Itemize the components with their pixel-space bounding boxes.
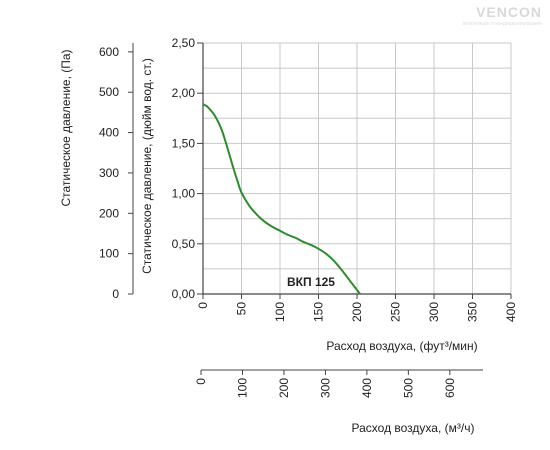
x2-tick-label: 400 bbox=[360, 378, 374, 398]
y-tick-label: 0,00 bbox=[172, 287, 196, 301]
y2-tick-label: 100 bbox=[99, 247, 119, 261]
y-tick-label: 2,00 bbox=[172, 86, 196, 100]
logo-text: VENCON bbox=[476, 4, 542, 20]
series-line-vkp-125 bbox=[202, 103, 361, 295]
x-tick-label: 100 bbox=[273, 302, 287, 322]
x2-tick-label: 500 bbox=[401, 378, 415, 398]
curve-layer bbox=[202, 103, 361, 295]
x-tick-label: 350 bbox=[466, 302, 480, 322]
y-tick-label: 2,50 bbox=[172, 36, 196, 50]
x-axis-label: Расход воздуха, (фут³/мин) bbox=[326, 339, 477, 353]
grid-lines bbox=[203, 42, 512, 294]
x-tick-label: 250 bbox=[389, 302, 403, 322]
y2-tick-label: 200 bbox=[99, 206, 119, 220]
y-tick-label: 1,50 bbox=[172, 136, 196, 150]
y2-tick-label: 300 bbox=[99, 166, 119, 180]
y-axis-label: Статическое давление, (дюйм вод. ст.) bbox=[140, 58, 154, 274]
tick-labels: 0,00 0,50 1,00 1,50 2,00 2,50 0 50 100 150 200 250 3… bbox=[99, 36, 518, 398]
x2-tick-label: 300 bbox=[318, 378, 332, 398]
x-tick-label: 0 bbox=[196, 302, 210, 309]
x-tick-label: 50 bbox=[235, 302, 249, 316]
x-tick-label: 150 bbox=[312, 302, 326, 322]
x2-tick-label: 200 bbox=[277, 378, 291, 398]
logo-tagline: вентиляция и кондиционирование bbox=[462, 21, 542, 27]
x2-tick-label: 600 bbox=[443, 378, 457, 398]
y2-tick-label: 400 bbox=[99, 126, 119, 140]
x-tick-label: 400 bbox=[504, 302, 518, 322]
series-label: ВКП 125 bbox=[287, 275, 335, 289]
y2-tick-label: 600 bbox=[99, 45, 119, 59]
y-tick-label: 0,50 bbox=[172, 237, 196, 251]
y2-tick-label: 500 bbox=[99, 85, 119, 99]
y-axis-secondary-label: Статическое давление, (Па) bbox=[59, 49, 73, 206]
x-tick-label: 300 bbox=[427, 302, 441, 322]
brand-logo: VENCON вентиляция и кондиционирование bbox=[428, 4, 542, 28]
y2-tick-label: 0 bbox=[112, 287, 119, 301]
x2-tick-label: 0 bbox=[194, 378, 208, 385]
x-tick-label: 200 bbox=[350, 302, 364, 322]
axes bbox=[128, 42, 512, 375]
x-axis-secondary-label: Расход воздуха, (м³/ч) bbox=[352, 421, 475, 435]
x2-tick-label: 100 bbox=[235, 378, 249, 398]
y-tick-label: 1,00 bbox=[172, 187, 196, 201]
